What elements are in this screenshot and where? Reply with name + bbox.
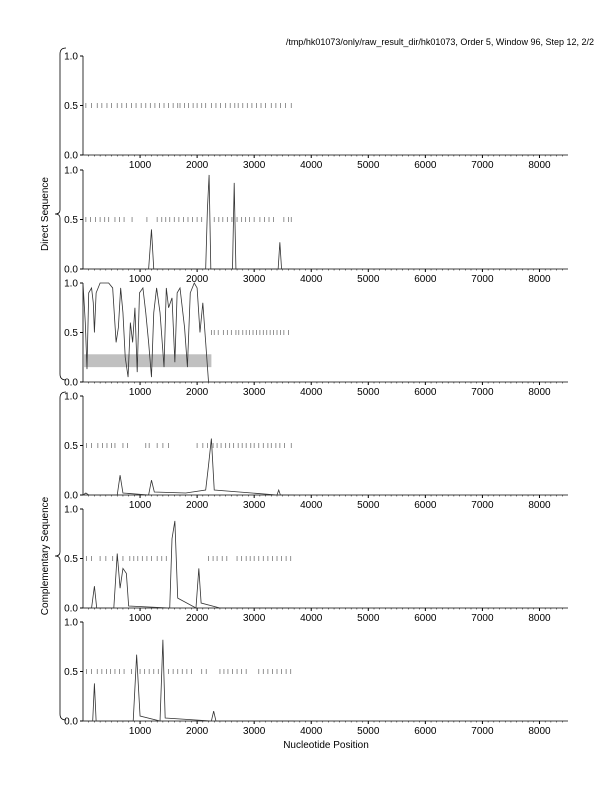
- x-tick-label: 3000: [243, 726, 266, 737]
- x-tick-label: 1000: [129, 500, 152, 511]
- y-tick-label: 1.0: [64, 505, 78, 516]
- y-tick-label: 0.0: [64, 491, 78, 502]
- x-tick-label: 1000: [129, 726, 152, 737]
- x-tick-label: 7000: [471, 274, 494, 285]
- y-tick-label: 1.0: [64, 52, 78, 63]
- shaded-region: [84, 354, 212, 368]
- x-tick-label: 7000: [471, 160, 494, 171]
- direct-sequence-label: Direct Sequence: [40, 177, 51, 251]
- x-tick-label: 7000: [471, 726, 494, 737]
- y-tick-label: 0.5: [64, 101, 78, 112]
- y-tick-label: 0.5: [64, 215, 78, 226]
- y-tick-label: 1.0: [64, 392, 78, 403]
- x-tick-label: 1000: [129, 613, 152, 624]
- x-tick-label: 3000: [243, 500, 266, 511]
- y-tick-label: 0.0: [64, 151, 78, 162]
- x-tick-label: 3000: [243, 274, 266, 285]
- coding-potential-line: [83, 520, 295, 609]
- x-tick-label: 6000: [414, 274, 437, 285]
- x-tick-label: 2000: [186, 387, 209, 398]
- chart-title: /tmp/hk01073/only/raw_result_dir/hk01073…: [285, 37, 594, 47]
- y-tick-label: 0.0: [64, 604, 78, 615]
- direct-brace: [54, 47, 67, 381]
- x-tick-label: 6000: [414, 613, 437, 624]
- x-tick-label: 5000: [357, 726, 380, 737]
- x-tick-label: 4000: [300, 613, 323, 624]
- x-tick-label: 3000: [243, 160, 266, 171]
- x-tick-label: 1000: [129, 274, 152, 285]
- x-tick-label: 3000: [243, 613, 266, 624]
- coding-potential-line: [82, 438, 295, 496]
- x-tick-label: 4000: [300, 387, 323, 398]
- y-tick-label: 0.0: [64, 265, 78, 276]
- x-axis-label: Nucleotide Position: [283, 740, 369, 751]
- y-tick-label: 0.0: [64, 717, 78, 728]
- complementary-brace: [54, 391, 67, 721]
- x-tick-label: 8000: [528, 387, 551, 398]
- x-tick-label: 7000: [471, 387, 494, 398]
- x-tick-label: 1000: [129, 160, 152, 171]
- x-tick-label: 1000: [129, 387, 152, 398]
- x-tick-label: 2000: [186, 160, 209, 171]
- x-tick-label: 5000: [357, 387, 380, 398]
- x-tick-label: 3000: [243, 387, 266, 398]
- coding-potential-line: [82, 282, 209, 383]
- x-tick-label: 2000: [186, 274, 209, 285]
- x-tick-label: 7000: [471, 500, 494, 511]
- x-tick-label: 5000: [357, 500, 380, 511]
- x-tick-label: 4000: [300, 160, 323, 171]
- complementary-sequence-label: Complementary Sequence: [40, 496, 51, 615]
- x-tick-label: 5000: [357, 160, 380, 171]
- x-tick-label: 8000: [528, 160, 551, 171]
- coding-potential-line: [83, 174, 295, 270]
- x-tick-label: 2000: [186, 726, 209, 737]
- x-tick-label: 5000: [357, 274, 380, 285]
- x-tick-label: 8000: [528, 274, 551, 285]
- x-tick-label: 4000: [300, 274, 323, 285]
- x-tick-label: 5000: [357, 613, 380, 624]
- x-tick-label: 6000: [414, 726, 437, 737]
- coding-potential-line: [83, 639, 295, 722]
- x-tick-label: 4000: [300, 500, 323, 511]
- x-tick-label: 2000: [186, 500, 209, 511]
- x-tick-label: 6000: [414, 160, 437, 171]
- y-tick-label: 1.0: [64, 166, 78, 177]
- x-tick-label: 7000: [471, 613, 494, 624]
- y-tick-label: 0.5: [64, 667, 78, 678]
- x-tick-label: 2000: [186, 613, 209, 624]
- x-tick-label: 8000: [528, 726, 551, 737]
- x-tick-label: 6000: [414, 500, 437, 511]
- x-tick-label: 6000: [414, 387, 437, 398]
- x-tick-label: 4000: [300, 726, 323, 737]
- y-tick-label: 0.5: [64, 328, 78, 339]
- x-tick-label: 8000: [528, 613, 551, 624]
- y-tick-label: 1.0: [64, 279, 78, 290]
- y-tick-label: 0.0: [64, 378, 78, 389]
- y-tick-label: 0.5: [64, 554, 78, 565]
- y-tick-label: 1.0: [64, 618, 78, 629]
- y-tick-label: 0.5: [64, 441, 78, 452]
- x-tick-label: 8000: [528, 500, 551, 511]
